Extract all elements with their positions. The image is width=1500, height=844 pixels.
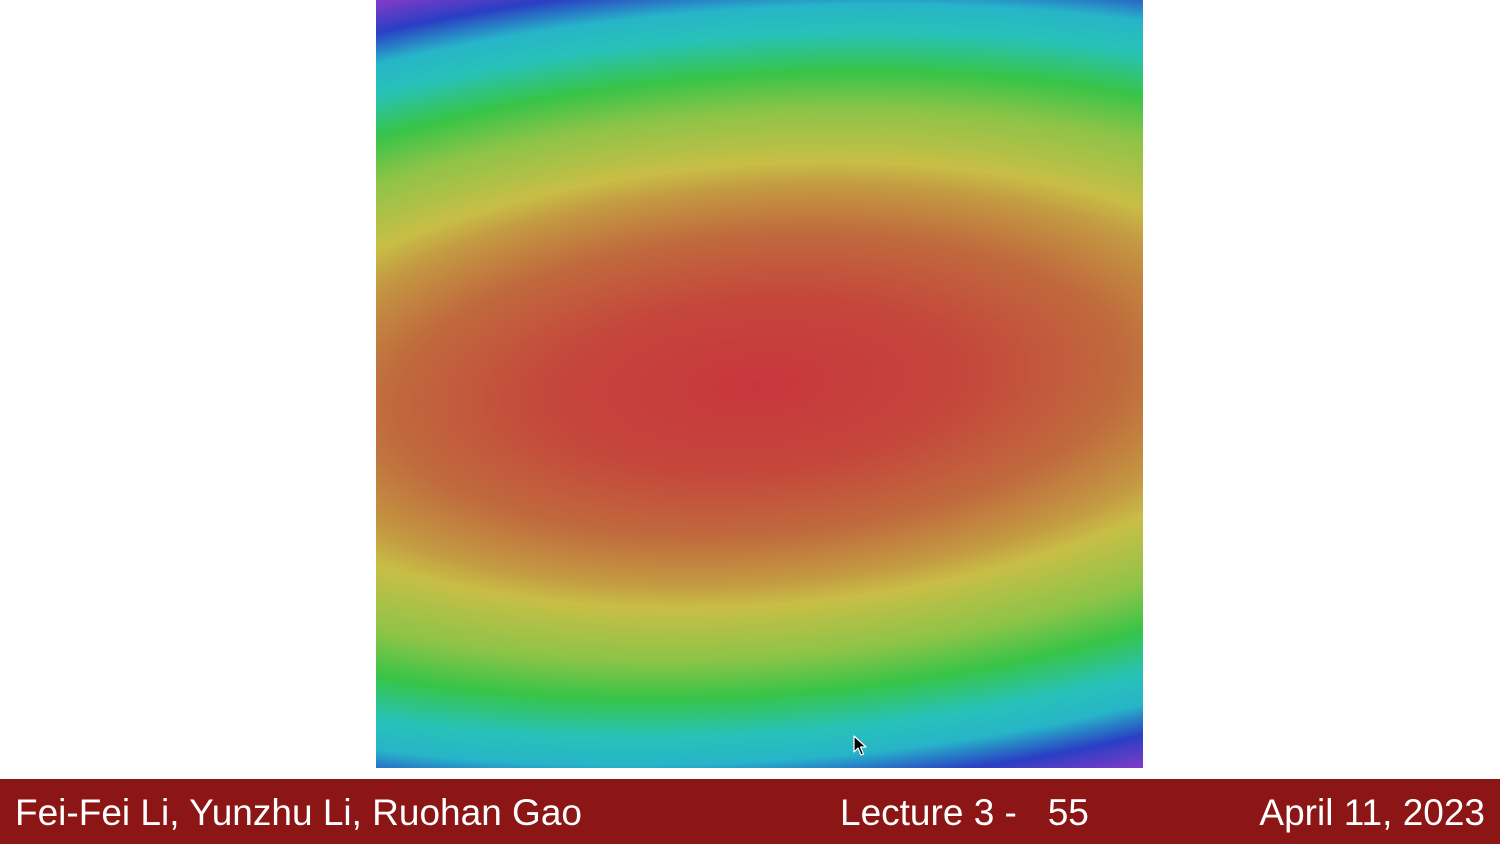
footer-date: April 11, 2023: [1259, 792, 1485, 833]
loss-contour-field: [376, 0, 1143, 768]
mouse-pointer-icon: [853, 735, 867, 757]
slide-footer: Fei-Fei Li, Yunzhu Li, Ruohan Gao Lectur…: [0, 779, 1500, 844]
footer-lecture-number: Lecture 3 - 55: [840, 792, 1089, 833]
loss-landscape-heatmap: [376, 0, 1143, 768]
footer-authors: Fei-Fei Li, Yunzhu Li, Ruohan Gao: [15, 792, 582, 833]
